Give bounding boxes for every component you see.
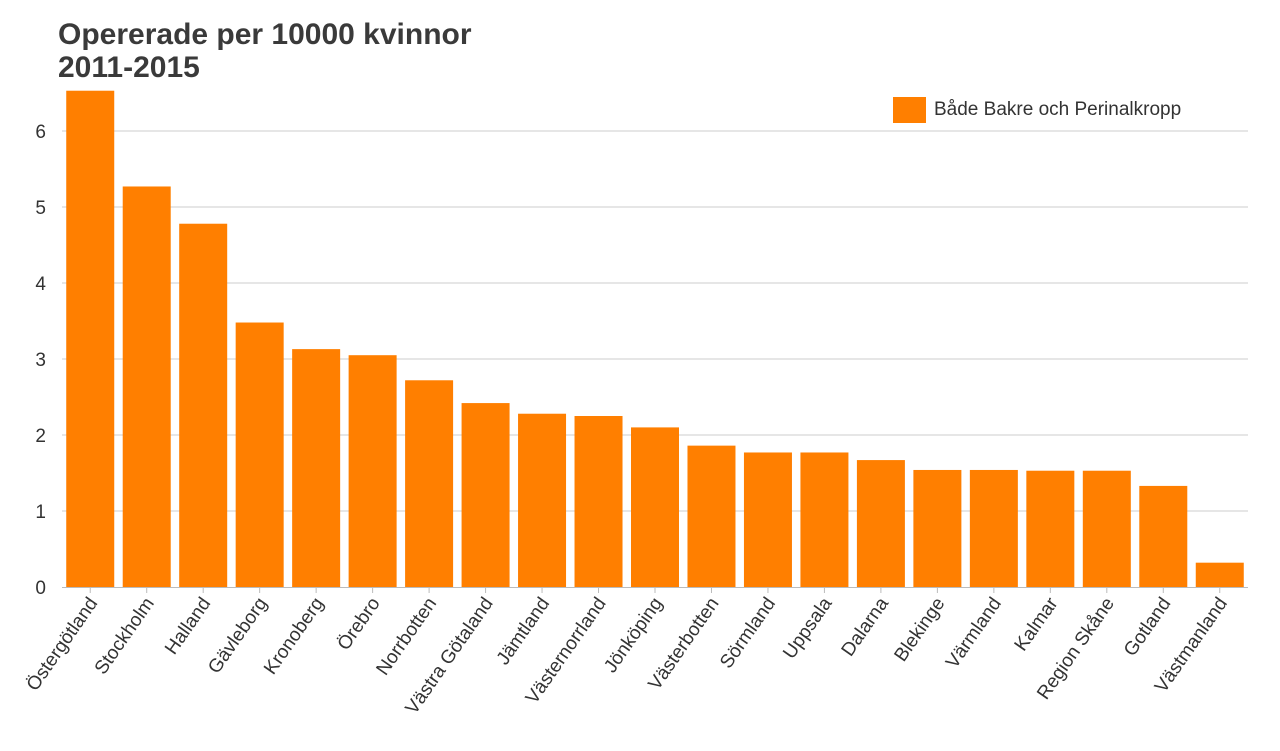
bar <box>179 223 228 587</box>
bar <box>66 90 115 587</box>
bars <box>66 90 1244 588</box>
x-tick-label: Uppsala <box>779 593 836 663</box>
bar <box>235 322 284 587</box>
bar <box>1195 562 1244 587</box>
x-tick-label: Halland <box>161 594 215 659</box>
bar <box>913 469 962 587</box>
bar <box>122 186 171 588</box>
bar <box>743 452 792 587</box>
bar <box>800 452 849 587</box>
y-tick-label: 6 <box>35 122 46 143</box>
y-tick-label: 3 <box>35 350 46 371</box>
x-tick-label: Östergötland <box>23 594 103 695</box>
x-tick-label: Gotland <box>1120 594 1175 661</box>
chart-title: Opererade per 10000 kvinnor 2011-2015 <box>58 18 472 84</box>
x-tick-label: Dalarna <box>838 593 894 660</box>
y-tick-label: 4 <box>35 274 46 295</box>
y-tick-label: 0 <box>35 578 46 599</box>
bar <box>518 413 567 587</box>
bar <box>856 460 905 587</box>
x-tick-label: Värmland <box>942 594 1006 673</box>
bar <box>687 445 736 587</box>
y-axis: 0 1 2 3 4 5 6 <box>35 122 46 599</box>
legend-label: Både Bakre och Perinalkropp <box>934 99 1182 120</box>
y-tick-label: 2 <box>35 426 46 447</box>
bar <box>969 469 1018 587</box>
bar <box>348 355 397 587</box>
y-tick-label: 5 <box>35 198 46 219</box>
bar <box>461 403 510 587</box>
chart-title-line-1: Opererade per 10000 kvinnor <box>58 18 472 51</box>
bar <box>405 380 454 587</box>
legend-swatch <box>893 97 926 123</box>
bar <box>1026 470 1075 587</box>
chart-title-line-2: 2011-2015 <box>58 51 200 84</box>
x-tick-label: Jämtland <box>493 594 554 669</box>
x-tick-label: Kalmar <box>1011 593 1063 655</box>
x-tick-label: Örebro <box>334 594 385 654</box>
x-tick-label: Blekinge <box>890 594 949 666</box>
bar <box>631 427 679 587</box>
x-tick-label: Sörmland <box>716 594 780 673</box>
bar <box>1139 485 1188 587</box>
y-tick-label: 1 <box>35 502 46 523</box>
bar <box>574 416 623 587</box>
bar <box>1082 470 1131 587</box>
legend: Både Bakre och Perinalkropp <box>893 97 1181 123</box>
bar <box>292 349 341 587</box>
